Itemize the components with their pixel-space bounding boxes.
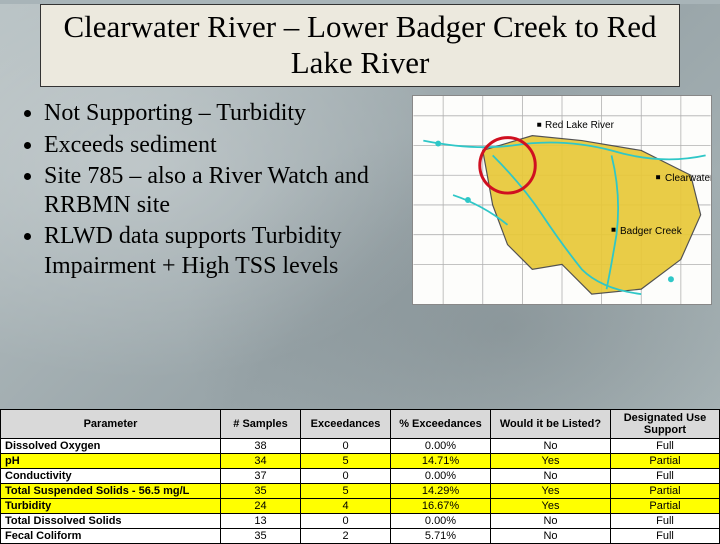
content-row: Not Supporting – Turbidity Exceeds sedim… <box>8 95 712 305</box>
table-cell: Dissolved Oxygen <box>1 439 221 454</box>
parameter-table: Parameter # Samples Exceedances % Exceed… <box>0 409 720 544</box>
table-row: Total Dissolved Solids1300.00%NoFull <box>1 514 720 529</box>
col-parameter: Parameter <box>1 410 221 439</box>
table-row: Dissolved Oxygen3800.00%NoFull <box>1 439 720 454</box>
table-cell: 0.00% <box>391 469 491 484</box>
watershed-map: Red Lake River Clearwater Badger Creek <box>412 95 712 305</box>
table-row: Fecal Coliform3525.71%NoFull <box>1 529 720 544</box>
table-cell: 0 <box>301 469 391 484</box>
table-cell: 0 <box>301 439 391 454</box>
table-cell: 16.67% <box>391 499 491 514</box>
table-cell: Yes <box>491 484 611 499</box>
table-cell: No <box>491 439 611 454</box>
table-cell: 14.71% <box>391 454 491 469</box>
table-cell: Partial <box>611 484 720 499</box>
parameter-table-wrap: Parameter # Samples Exceedances % Exceed… <box>0 409 720 544</box>
table-cell: 37 <box>221 469 301 484</box>
table-cell: Full <box>611 514 720 529</box>
map-label-badger: Badger Creek <box>620 226 682 237</box>
table-cell: No <box>491 469 611 484</box>
table-cell: Conductivity <box>1 469 221 484</box>
bullet-list: Not Supporting – Turbidity Exceeds sedim… <box>8 95 406 305</box>
col-exceedances: Exceedances <box>301 410 391 439</box>
table-cell: 5 <box>301 454 391 469</box>
table-cell: 38 <box>221 439 301 454</box>
table-row: Turbidity24416.67%YesPartial <box>1 499 720 514</box>
table-cell: Partial <box>611 499 720 514</box>
table-cell: 4 <box>301 499 391 514</box>
slide-title-box: Clearwater River – Lower Badger Creek to… <box>40 4 680 87</box>
list-item: Exceeds sediment <box>44 131 406 160</box>
table-cell: 5 <box>301 484 391 499</box>
table-row: Conductivity3700.00%NoFull <box>1 469 720 484</box>
table-cell: No <box>491 514 611 529</box>
table-cell: Total Suspended Solids - 56.5 mg/L <box>1 484 221 499</box>
table-cell: 35 <box>221 484 301 499</box>
map-label-clearwater: Clearwater <box>665 173 712 184</box>
col-pct-exceedances: % Exceedances <box>391 410 491 439</box>
slide-title: Clearwater River – Lower Badger Creek to… <box>49 9 671 80</box>
table-cell: 0.00% <box>391 439 491 454</box>
table-cell: Full <box>611 469 720 484</box>
table-row: Total Suspended Solids - 56.5 mg/L35514.… <box>1 484 720 499</box>
list-item: Site 785 – also a River Watch and RRBMN … <box>44 162 406 221</box>
table-cell: 0.00% <box>391 514 491 529</box>
table-cell: Fecal Coliform <box>1 529 221 544</box>
table-cell: 0 <box>301 514 391 529</box>
table-cell: Yes <box>491 454 611 469</box>
table-cell: 2 <box>301 529 391 544</box>
table-cell: Full <box>611 529 720 544</box>
map-label-red-lake: Red Lake River <box>545 120 614 131</box>
list-item: Not Supporting – Turbidity <box>44 99 406 128</box>
col-support: Designated Use Support <box>611 410 720 439</box>
table-cell: pH <box>1 454 221 469</box>
table-cell: Full <box>611 439 720 454</box>
table-cell: 14.29% <box>391 484 491 499</box>
table-cell: Yes <box>491 499 611 514</box>
table-cell: Partial <box>611 454 720 469</box>
table-header-row: Parameter # Samples Exceedances % Exceed… <box>1 410 720 439</box>
table-cell: 5.71% <box>391 529 491 544</box>
col-listed: Would it be Listed? <box>491 410 611 439</box>
table-cell: 34 <box>221 454 301 469</box>
table-row: pH34514.71%YesPartial <box>1 454 720 469</box>
col-samples: # Samples <box>221 410 301 439</box>
table-cell: 24 <box>221 499 301 514</box>
table-cell: No <box>491 529 611 544</box>
list-item: RLWD data supports Turbidity Impairment … <box>44 222 406 281</box>
table-cell: 13 <box>221 514 301 529</box>
table-cell: 35 <box>221 529 301 544</box>
table-cell: Total Dissolved Solids <box>1 514 221 529</box>
table-cell: Turbidity <box>1 499 221 514</box>
